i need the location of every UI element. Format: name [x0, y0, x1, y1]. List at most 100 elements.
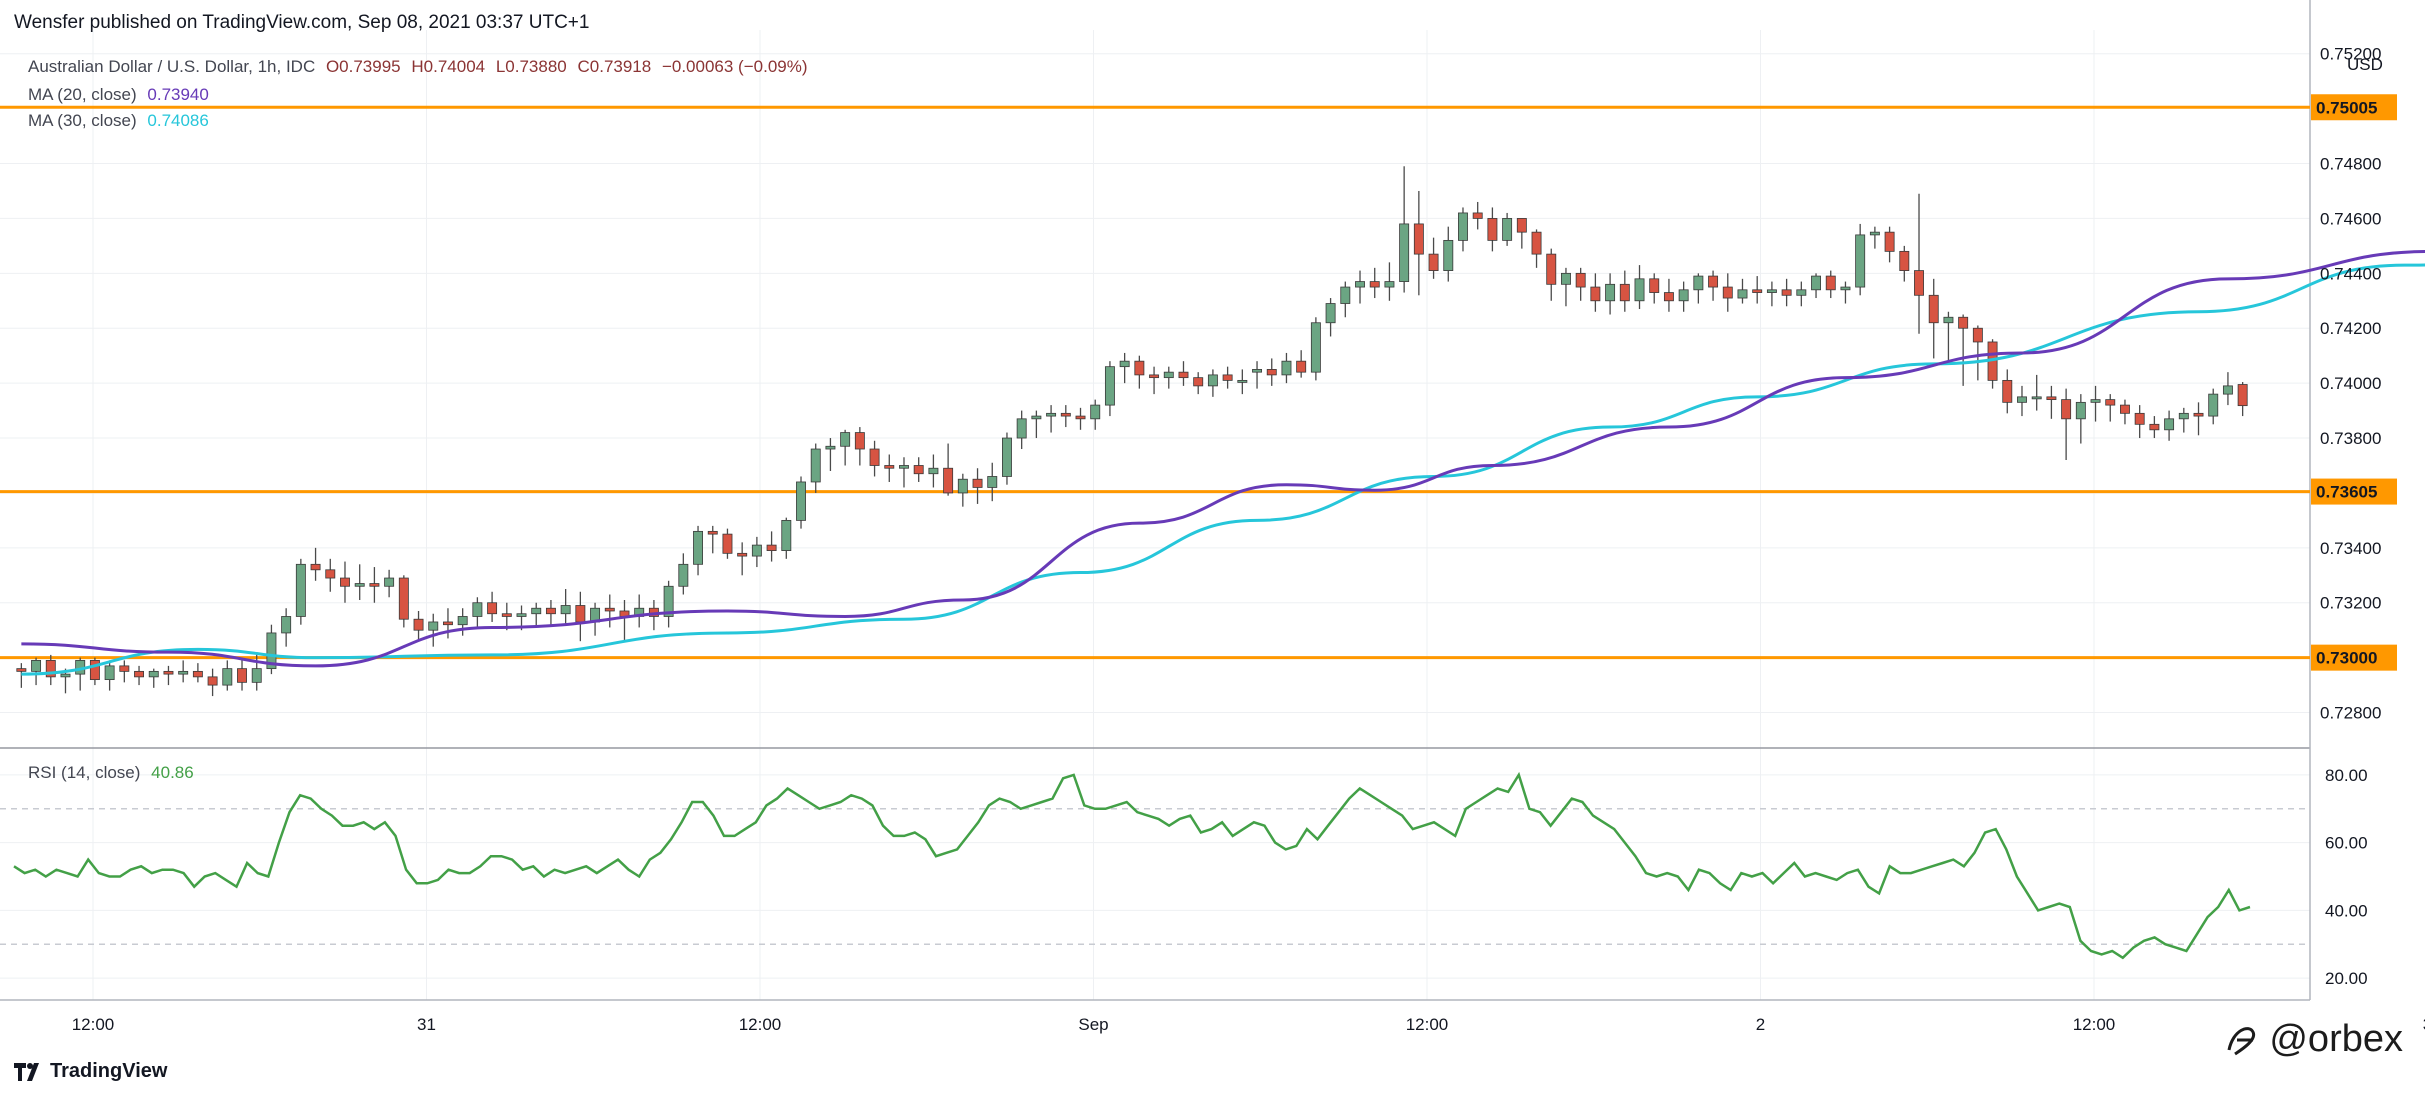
candle-body [192, 670, 203, 678]
candle-body [487, 602, 498, 615]
orbex-logo-icon [2227, 1026, 2256, 1055]
candle-body [1561, 272, 1571, 285]
candle-body [1884, 231, 1895, 252]
candle-body [869, 448, 880, 466]
candle-body [1634, 278, 1645, 302]
candlestick-series [16, 166, 2248, 697]
candle-body [604, 607, 615, 612]
candle-body [987, 476, 998, 488]
orbex-watermark-text: @orbex [2269, 1018, 2403, 1060]
level-tag-box [2311, 644, 2397, 671]
candle-body [340, 577, 350, 587]
candle-body [1296, 360, 1307, 373]
candle-body [443, 621, 453, 626]
candle-body [2222, 385, 2233, 395]
orbex-watermark: @orbex [2223, 1018, 2403, 1061]
candle-body [1178, 371, 1189, 379]
candle-body [678, 563, 689, 587]
time-tick-label: 2 [1756, 1015, 1765, 1034]
candle-body [1266, 369, 1277, 376]
level-tag-label: 0.75005 [2316, 98, 2377, 117]
candle-body [1914, 270, 1924, 296]
candle-body [1310, 322, 1321, 373]
candle-body [1575, 272, 1586, 288]
price-tick-label: 0.74400 [2320, 264, 2381, 283]
legend-ma30-label: MA (30, close) [28, 111, 137, 130]
candle-body [2061, 399, 2072, 420]
candle-body [2120, 404, 2130, 414]
candle-body [2017, 396, 2027, 403]
candle-body [766, 544, 777, 551]
time-tick-label: 3 [2423, 1015, 2425, 1034]
candle-body [2149, 423, 2160, 431]
candle-body [943, 467, 954, 494]
ma30-line [21, 263, 2425, 676]
legend-symbol: Australian Dollar / U.S. Dollar, 1h, IDC [28, 57, 316, 76]
candle-body [1237, 379, 1248, 383]
candle-body [1119, 360, 1130, 368]
candle-body [2178, 412, 2189, 420]
candle-body [1458, 212, 1468, 241]
candle-body [854, 432, 865, 450]
candle-body [928, 467, 939, 475]
candle-body [178, 670, 189, 675]
tradingview-brand[interactable]: TradingView [14, 1060, 167, 1083]
candle-body [531, 607, 542, 615]
candle-body [119, 665, 130, 672]
candle-body [1016, 418, 1027, 439]
candle-body [1075, 415, 1086, 420]
candle-body [1958, 316, 1969, 329]
rsi-tick-label: 40.00 [2325, 901, 2368, 920]
candle-body [237, 668, 247, 683]
candle-body [545, 607, 556, 615]
time-tick-label: 12:00 [739, 1015, 782, 1034]
candle-body [2046, 396, 2057, 401]
candle-body [60, 673, 71, 678]
price-tick-label: 0.75200 [2320, 45, 2381, 64]
legend-ohlc: Australian Dollar / U.S. Dollar, 1h, IDC… [28, 57, 814, 77]
candle-body [1399, 223, 1410, 282]
candle-body [1943, 316, 1954, 324]
legend-rsi: RSI (14, close) 40.86 [28, 763, 200, 783]
candle-body [1340, 286, 1351, 304]
candle-body [384, 577, 395, 587]
candle-body [1722, 286, 1733, 299]
candle-body [737, 552, 748, 557]
candle-body [89, 659, 100, 681]
candle-body [825, 445, 836, 450]
rsi-line [13, 771, 2251, 960]
currency-label: USD [2347, 55, 2383, 74]
legend-rsi-value: 40.86 [151, 763, 194, 782]
time-tick-label: 12:00 [72, 1015, 115, 1034]
main-pane-grid [0, 30, 2310, 1000]
candle-body [266, 632, 277, 670]
candle-body [354, 583, 365, 587]
candle-body [810, 448, 821, 483]
candle-body [2090, 399, 2101, 403]
price-tick-label: 0.74600 [2320, 209, 2381, 228]
price-tick-label: 0.74200 [2320, 319, 2381, 338]
level-tag-label: 0.73605 [2316, 483, 2377, 502]
price-tick-label: 0.72800 [2320, 704, 2381, 723]
candle-body [1663, 292, 1674, 302]
time-tick-label: 12:00 [2073, 1015, 2116, 1034]
time-tick-label: 31 [417, 1015, 436, 1034]
legend-open: O0.73995 [325, 57, 401, 76]
legend-close: C0.73918 [577, 57, 652, 76]
candle-body [2002, 379, 2013, 403]
candle-body [899, 465, 909, 469]
candle-body [398, 577, 409, 620]
rsi-tick-label: 80.00 [2325, 766, 2368, 785]
legend-low: L0.73880 [495, 57, 567, 76]
candle-body [1413, 223, 1424, 255]
candle-body [413, 618, 424, 631]
candle-body [428, 621, 439, 631]
candle-body [707, 530, 718, 535]
candle-body [1825, 275, 1836, 291]
candle-body [693, 530, 703, 565]
candle-body [369, 583, 380, 587]
candle-body [1472, 212, 1483, 219]
rsi-tick-label: 60.00 [2325, 834, 2368, 853]
rsi-axis-ticks: 80.00 60.00 40.00 20.00 [2325, 766, 2368, 988]
